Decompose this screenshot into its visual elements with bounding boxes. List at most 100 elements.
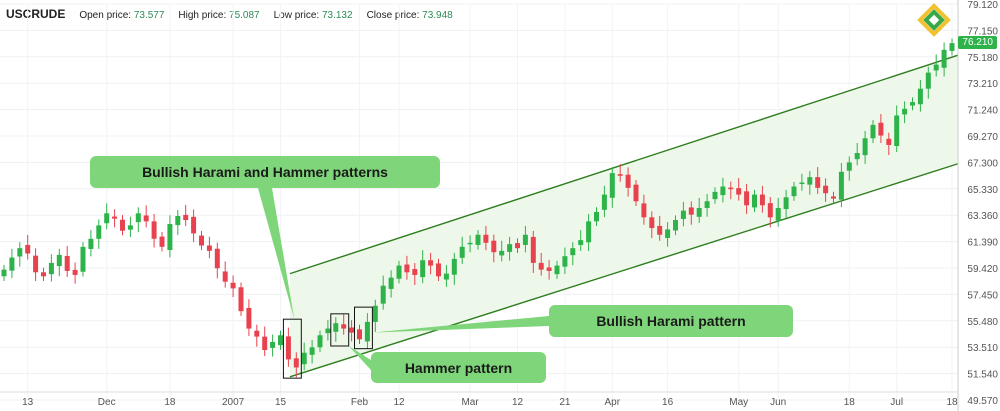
candle-body <box>301 352 307 365</box>
candles <box>1 38 955 378</box>
y-axis: 79.120 77.150 75.180 73.210 71.240 69.270 67.3… <box>957 0 998 411</box>
candle-body <box>143 215 149 222</box>
candle-body <box>807 177 813 185</box>
candle <box>617 164 623 182</box>
candle-body <box>759 194 765 206</box>
current-price-value: 76.210 <box>962 37 993 48</box>
y-tick-label: 65.330 <box>967 185 998 196</box>
candle-body <box>428 260 434 266</box>
candle-body <box>562 256 568 267</box>
channel-lower-line <box>289 163 959 378</box>
candle <box>475 230 481 250</box>
candle <box>270 334 276 357</box>
candle-body <box>878 122 884 136</box>
candle-body <box>625 174 631 188</box>
candle <box>917 79 923 112</box>
candle-body <box>522 234 528 245</box>
callout-harami-label: Bullish Harami pattern <box>596 313 746 329</box>
candle-body <box>767 203 773 218</box>
candle-body <box>341 324 347 329</box>
candle <box>285 327 291 367</box>
candle-body <box>333 323 339 332</box>
candle-body <box>499 250 505 256</box>
candle-body <box>135 213 141 223</box>
candle-body <box>285 336 291 360</box>
x-tick-label: 12 <box>512 397 524 408</box>
candle <box>206 236 212 259</box>
candle-body <box>775 207 781 221</box>
candle-body <box>530 236 536 263</box>
candle <box>412 263 418 286</box>
candle-body <box>238 287 244 312</box>
candle <box>183 204 189 227</box>
candle-body <box>443 273 449 280</box>
x-axis: 13 Dec 18 2007 15 Feb 12 Mar 12 21 Apr 16 May Jun 18 Ju… <box>0 391 958 408</box>
candle <box>728 181 734 200</box>
callout-hammer: Hammer pattern <box>371 352 546 383</box>
candle-body <box>720 186 726 196</box>
candle <box>443 264 449 287</box>
candle <box>736 178 742 201</box>
candle-body <box>515 243 520 249</box>
candle-body <box>380 285 386 304</box>
candle <box>404 255 410 280</box>
candle-body <box>167 224 173 251</box>
candle <box>633 179 639 206</box>
candle <box>420 250 426 284</box>
candle <box>554 260 560 279</box>
candle-body <box>246 307 252 329</box>
candle <box>230 275 236 298</box>
candle-body <box>151 221 157 239</box>
candle <box>325 319 331 341</box>
candle-body <box>436 263 441 277</box>
candle <box>538 252 544 276</box>
candle-body <box>309 347 315 355</box>
candle-body <box>696 207 702 217</box>
candle <box>428 252 434 275</box>
candle <box>175 209 181 236</box>
candle-body <box>254 330 260 337</box>
x-tick-label: Jul <box>890 397 903 408</box>
candle-body <box>159 236 165 247</box>
channel-upper-line <box>289 54 959 275</box>
candle <box>48 254 54 282</box>
candle-body <box>744 191 750 206</box>
candle <box>72 262 78 284</box>
candle <box>491 234 497 263</box>
candle <box>1 264 7 281</box>
candle <box>17 242 23 267</box>
y-tick-label: 79.120 <box>967 0 998 11</box>
candle-body <box>48 262 54 275</box>
candle <box>159 231 165 252</box>
candle <box>151 213 157 248</box>
candle <box>104 203 110 230</box>
y-tick-label: 67.300 <box>967 158 998 169</box>
x-tick-label: 12 <box>393 397 405 408</box>
candle-body <box>199 235 204 246</box>
candle <box>317 330 323 353</box>
candle <box>680 201 686 227</box>
y-tick-label: 71.240 <box>967 106 998 117</box>
candle <box>64 245 70 277</box>
candle-body <box>278 335 283 346</box>
candle-body <box>554 265 560 275</box>
candle <box>112 209 118 228</box>
candle-body <box>17 248 23 257</box>
candle-body <box>451 258 457 275</box>
candle-body <box>206 245 212 251</box>
candle-body <box>412 269 418 275</box>
open-price-label: Open price: <box>79 10 132 21</box>
candle <box>744 183 750 214</box>
y-tick-label: 57.450 <box>967 290 998 301</box>
candle-body <box>25 244 31 254</box>
candle-body <box>112 216 118 219</box>
callout-pointers <box>258 188 549 370</box>
candle-body <box>104 213 110 224</box>
candle <box>333 317 339 342</box>
callout-hammer-label: Hammer pattern <box>404 359 513 376</box>
candle <box>254 324 260 347</box>
candle <box>396 260 402 284</box>
candle <box>886 132 892 156</box>
candle-body <box>925 72 931 89</box>
candle-body <box>783 197 789 210</box>
